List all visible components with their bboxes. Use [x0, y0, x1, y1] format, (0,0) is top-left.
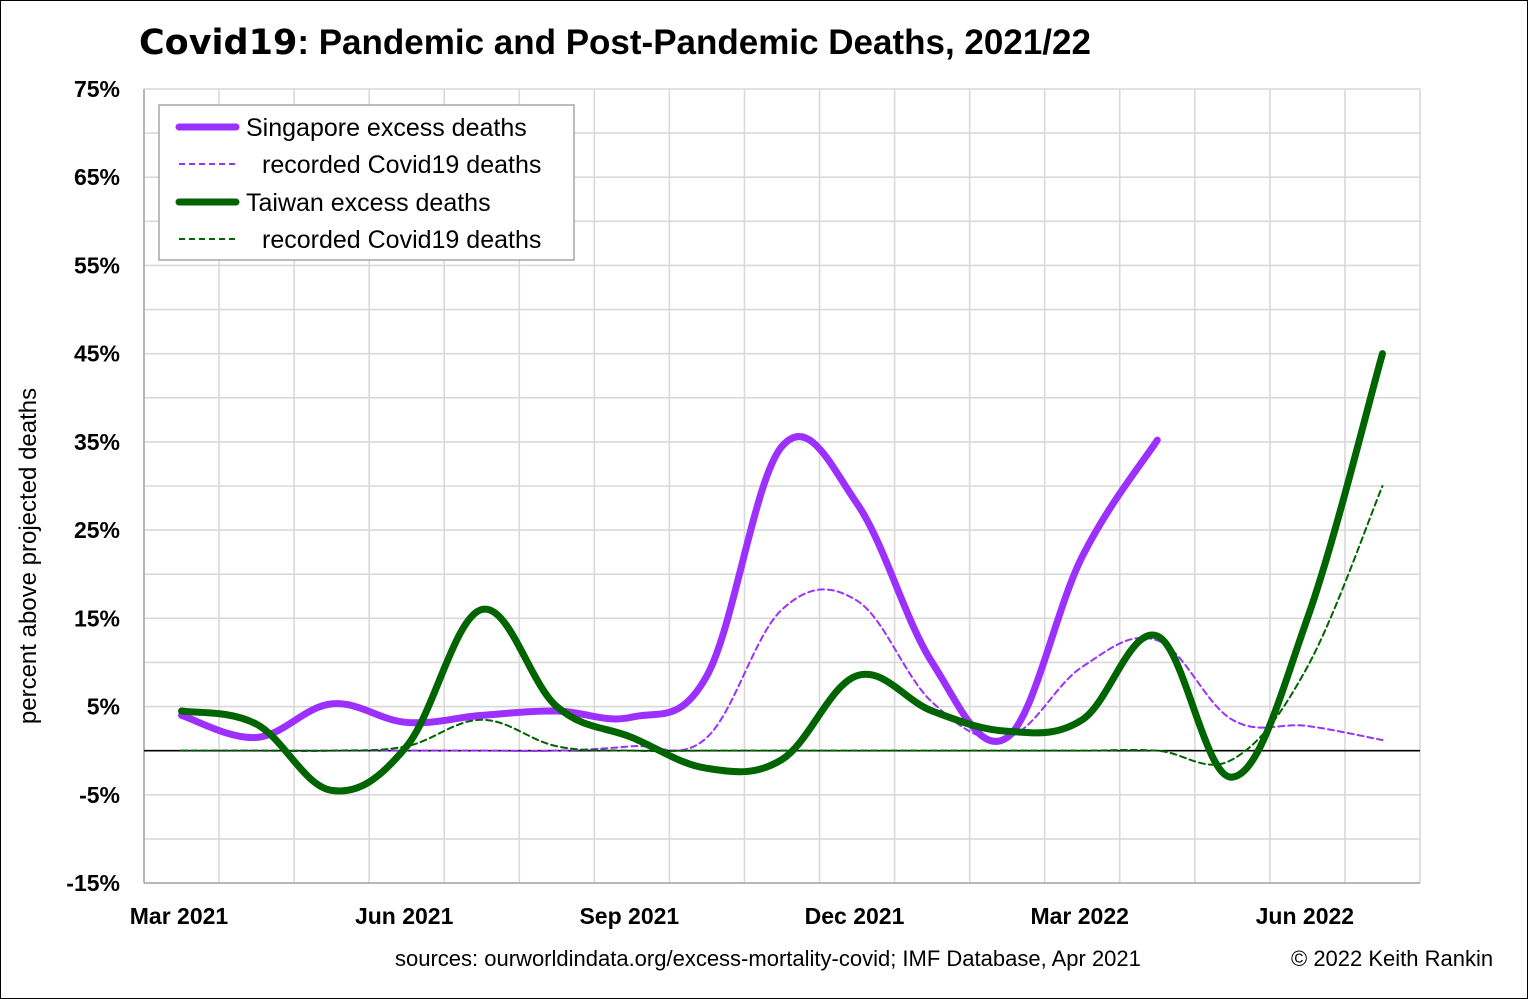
legend-box — [158, 104, 575, 261]
chart-title-bold: Covid19 — [139, 23, 298, 63]
x-tick-label: Mar 2022 — [1030, 903, 1128, 929]
y-tick-label: 15% — [74, 605, 120, 631]
y-tick-label: 65% — [74, 164, 120, 190]
legend-singapore-recorded-label: recorded Covid19 deaths — [262, 151, 541, 179]
copyright-note: © 2022 Keith Rankin — [1291, 946, 1494, 971]
y-tick-label: -15% — [66, 870, 120, 896]
x-tick-label: Jun 2021 — [355, 903, 454, 929]
x-tick-label: Jun 2022 — [1256, 903, 1354, 929]
taiwan-excess-line — [178, 350, 1386, 795]
chart-title: Covid19: Pandemic and Post-Pandemic Deat… — [139, 23, 1091, 63]
y-tick-label: 45% — [74, 341, 120, 367]
source-note: sources: ourworldindata.org/excess-morta… — [395, 946, 1141, 971]
y-tick-label: 55% — [74, 252, 120, 278]
legend: Singapore excess deaths recorded Covid19 … — [158, 104, 575, 261]
y-tick-label: 75% — [74, 76, 120, 102]
y-tick-label: 35% — [74, 429, 120, 455]
y-axis-title: percent above projected deaths — [15, 388, 42, 724]
series-lines — [178, 350, 1386, 795]
y-tick-label: 25% — [74, 517, 120, 543]
x-tick-label: Dec 2021 — [805, 903, 905, 929]
x-tick-label: Sep 2021 — [579, 903, 679, 929]
legend-singapore-excess-label: Singapore excess deaths — [246, 114, 527, 142]
y-tick-label: 5% — [87, 694, 120, 720]
chart-title-rest: : Pandemic and Post-Pandemic Deaths, 202… — [297, 23, 1091, 62]
taiwan-recorded-line — [180, 485, 1384, 766]
legend-taiwan-recorded-label: recorded Covid19 deaths — [262, 226, 541, 254]
y-tick-labels: 75% 65% 55% 45% 35% 25% 15% 5% -5% -15% — [66, 76, 120, 896]
x-tick-labels: Mar 2021 Jun 2021 Sep 2021 Dec 2021 Mar 2022… — [130, 903, 1354, 929]
y-tick-label: -5% — [79, 782, 120, 808]
x-tick-label: Mar 2021 — [130, 903, 229, 929]
legend-taiwan-excess-label: Taiwan excess deaths — [246, 189, 491, 217]
